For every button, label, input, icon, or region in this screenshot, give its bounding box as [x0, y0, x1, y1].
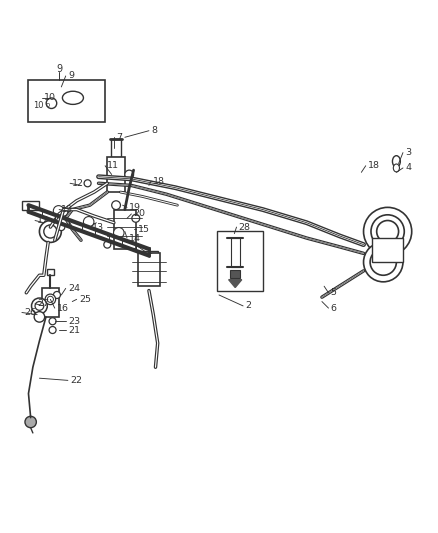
- Circle shape: [46, 98, 57, 109]
- Text: 27: 27: [37, 299, 49, 308]
- Bar: [114, 209, 136, 249]
- Text: 1: 1: [147, 247, 153, 256]
- Text: 3: 3: [405, 148, 411, 157]
- Circle shape: [44, 225, 57, 238]
- Circle shape: [49, 318, 56, 325]
- Text: 6: 6: [331, 304, 337, 313]
- Bar: [217, 231, 263, 290]
- Circle shape: [132, 214, 140, 222]
- Text: 12: 12: [72, 179, 84, 188]
- Text: 9: 9: [68, 71, 74, 80]
- Text: 10: 10: [33, 101, 43, 110]
- Circle shape: [104, 241, 111, 248]
- Bar: [42, 288, 59, 317]
- Circle shape: [112, 201, 120, 209]
- Text: 14: 14: [129, 233, 141, 243]
- Circle shape: [49, 327, 56, 334]
- Text: 8: 8: [151, 126, 157, 135]
- Text: o: o: [46, 102, 49, 108]
- Circle shape: [59, 207, 68, 216]
- Circle shape: [364, 207, 412, 255]
- Text: 13: 13: [92, 223, 104, 231]
- Circle shape: [34, 312, 45, 322]
- Text: 26: 26: [24, 308, 36, 317]
- Circle shape: [83, 216, 94, 227]
- Circle shape: [377, 221, 399, 243]
- Text: 22: 22: [70, 376, 82, 385]
- Bar: [107, 157, 125, 192]
- Bar: [22, 201, 39, 211]
- Ellipse shape: [62, 91, 83, 104]
- Text: 23: 23: [68, 317, 80, 326]
- Text: 4: 4: [405, 164, 411, 173]
- Bar: [138, 253, 160, 286]
- Bar: [28, 80, 105, 122]
- Circle shape: [370, 249, 396, 275]
- Polygon shape: [229, 280, 242, 287]
- Text: 5: 5: [331, 288, 337, 297]
- Circle shape: [125, 170, 134, 179]
- Circle shape: [53, 292, 60, 298]
- Text: 16: 16: [57, 304, 69, 313]
- Circle shape: [32, 298, 47, 314]
- Text: 19: 19: [129, 203, 141, 212]
- Ellipse shape: [392, 156, 400, 167]
- Circle shape: [53, 206, 64, 216]
- Circle shape: [84, 180, 91, 187]
- Text: 17: 17: [37, 216, 49, 225]
- Text: 20: 20: [134, 209, 145, 219]
- Text: 28: 28: [239, 223, 251, 231]
- Bar: [140, 251, 158, 261]
- Text: 18: 18: [368, 161, 380, 170]
- Text: 15: 15: [138, 225, 150, 234]
- Text: 10: 10: [44, 93, 56, 102]
- Text: 7: 7: [116, 133, 122, 142]
- Bar: [231, 238, 240, 266]
- Text: 25: 25: [79, 295, 91, 304]
- Circle shape: [371, 215, 404, 248]
- Circle shape: [58, 223, 65, 231]
- Circle shape: [45, 294, 56, 304]
- Text: 24: 24: [68, 284, 80, 293]
- Text: 11: 11: [107, 161, 119, 170]
- Circle shape: [35, 302, 44, 310]
- Text: 19: 19: [61, 205, 73, 214]
- Ellipse shape: [393, 164, 399, 172]
- Bar: [230, 270, 240, 278]
- Circle shape: [25, 416, 36, 427]
- Bar: [372, 238, 403, 262]
- Text: 21: 21: [68, 326, 80, 335]
- Circle shape: [39, 221, 61, 243]
- Circle shape: [364, 243, 403, 282]
- Text: 18: 18: [153, 176, 165, 185]
- Text: 9: 9: [56, 63, 62, 74]
- Bar: [111, 140, 121, 157]
- Circle shape: [47, 296, 53, 302]
- Bar: [47, 269, 54, 275]
- Text: 2: 2: [245, 302, 251, 310]
- Circle shape: [113, 228, 124, 238]
